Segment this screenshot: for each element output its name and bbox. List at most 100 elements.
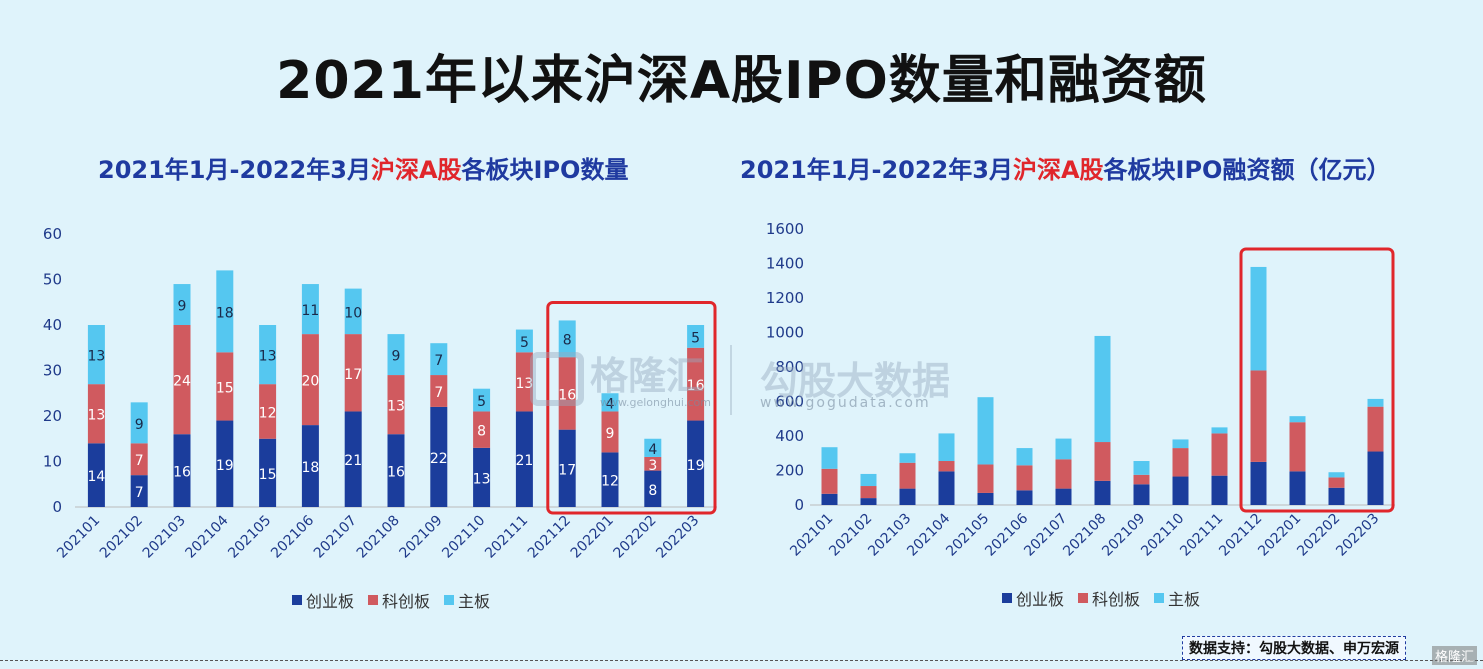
left-x-tick-label: 202109 bbox=[397, 513, 446, 562]
gelonghui-logo-icon bbox=[530, 351, 584, 406]
left-data-label: 7 bbox=[135, 453, 144, 469]
left-data-label: 11 bbox=[301, 303, 319, 319]
right-bar-kcb bbox=[899, 462, 916, 489]
left-data-label: 15 bbox=[259, 467, 277, 483]
right-bar-kcb bbox=[821, 468, 838, 494]
left-bar-kcb bbox=[87, 384, 105, 444]
left-data-label: 9 bbox=[392, 349, 401, 365]
left-data-label: 4 bbox=[648, 442, 657, 458]
left-bar-kcb bbox=[344, 334, 362, 412]
right-legend: 创业板 科创板 主板 bbox=[1002, 586, 1200, 610]
right-y-tick-label: 600 bbox=[775, 393, 804, 411]
right-bar-cyb bbox=[821, 493, 838, 505]
left-y-tick-label: 20 bbox=[43, 407, 62, 425]
watermark-right-site: www.gogudata.com bbox=[760, 395, 931, 411]
right-bar-kcb bbox=[1289, 422, 1306, 472]
right-bar-kcb bbox=[1055, 459, 1072, 489]
left-data-label: 16 bbox=[173, 465, 191, 481]
right-bar-zb bbox=[1328, 472, 1345, 478]
left-data-label: 12 bbox=[601, 474, 619, 490]
watermark-divider bbox=[730, 345, 732, 415]
right-bar-cyb bbox=[1055, 488, 1072, 505]
right-chart-title: 2021年1月-2022年3月沪深A股各板块IPO融资额（亿元） bbox=[740, 150, 1390, 185]
legend-swatch-cyb bbox=[1002, 593, 1012, 603]
right-bar-zb bbox=[1250, 266, 1267, 371]
left-bar-zb bbox=[473, 388, 491, 412]
left-bar-cyb bbox=[387, 434, 405, 507]
right-y-tick-label: 1400 bbox=[766, 255, 804, 273]
right-bar-kcb bbox=[1172, 448, 1189, 477]
left-bar-zb bbox=[644, 438, 662, 457]
left-bar-kcb bbox=[130, 443, 148, 476]
legend-item-cyb: 创业板 bbox=[292, 588, 354, 612]
right-bar-cyb bbox=[1211, 475, 1228, 505]
left-bar-kcb bbox=[301, 334, 319, 426]
left-data-label: 13 bbox=[87, 408, 105, 424]
right-bar-cyb bbox=[860, 498, 877, 505]
legend-item-zb: 主板 bbox=[444, 588, 490, 612]
left-bar-kcb bbox=[473, 411, 491, 448]
right-bar-zb bbox=[1172, 439, 1189, 449]
legend-label-cyb: 创业板 bbox=[306, 592, 355, 611]
right-bar-zb bbox=[1094, 335, 1111, 443]
legend-swatch-zb bbox=[444, 595, 455, 605]
watermark-left-text: 格隆汇 bbox=[590, 354, 705, 398]
left-data-label: 19 bbox=[687, 458, 705, 474]
left-bar-cyb bbox=[301, 425, 319, 507]
legend-label-cyb: 创业板 bbox=[1016, 590, 1065, 609]
left-x-tick-label: 202201 bbox=[568, 513, 617, 562]
left-bar-zb bbox=[515, 329, 533, 353]
left-bar-cyb bbox=[344, 411, 362, 507]
left-data-label: 8 bbox=[648, 483, 657, 499]
right-bar-zb bbox=[1055, 438, 1072, 460]
right-bar-zb bbox=[860, 473, 877, 487]
right-bar-kcb bbox=[977, 464, 994, 493]
left-data-label: 18 bbox=[216, 305, 234, 321]
right-bar-zb bbox=[1133, 461, 1150, 475]
right-bar-cyb bbox=[938, 471, 955, 505]
left-bar-cyb bbox=[644, 470, 662, 507]
right-y-tick-label: 0 bbox=[794, 496, 804, 514]
left-bar-cyb bbox=[173, 434, 191, 507]
left-y-tick-label: 30 bbox=[43, 362, 62, 380]
left-x-tick-label: 202111 bbox=[482, 513, 531, 562]
right-bar-zb bbox=[938, 433, 955, 462]
left-data-label: 16 bbox=[387, 465, 405, 481]
left-title-prefix: 2021年1月-2022年3月 bbox=[98, 156, 371, 184]
left-data-label: 22 bbox=[430, 451, 448, 467]
legend-label-zb: 主板 bbox=[458, 592, 491, 611]
right-y-tick-label: 1000 bbox=[766, 324, 804, 342]
right-bar-zb bbox=[899, 453, 916, 463]
left-bar-zb bbox=[687, 325, 705, 348]
left-bar-kcb bbox=[387, 375, 405, 435]
right-bar-zb bbox=[1211, 427, 1228, 434]
left-data-label: 8 bbox=[477, 424, 486, 440]
right-y-tick-label: 400 bbox=[775, 427, 804, 445]
legend-swatch-zb bbox=[1154, 593, 1165, 603]
right-bar-kcb bbox=[1016, 465, 1033, 491]
corner-watermark: 格隆汇 bbox=[1431, 646, 1477, 665]
left-bar-zb bbox=[301, 284, 319, 335]
left-data-label: 13 bbox=[87, 349, 105, 365]
left-data-label: 13 bbox=[473, 471, 491, 487]
left-data-label: 19 bbox=[216, 458, 234, 474]
left-data-label: 16 bbox=[558, 387, 576, 403]
data-source-footer: 数据支持：勾股大数据、申万宏源 bbox=[1182, 636, 1406, 660]
left-bar-zb bbox=[259, 325, 277, 385]
left-bar-cyb bbox=[473, 447, 491, 507]
right-title-highlight: 沪深A股 bbox=[1012, 156, 1104, 184]
left-bar-zb bbox=[387, 334, 405, 376]
right-bar-kcb bbox=[938, 461, 955, 472]
right-bar-zb bbox=[977, 397, 994, 465]
right-bar-kcb bbox=[1250, 370, 1267, 462]
right-bar-zb bbox=[1016, 448, 1033, 466]
left-x-tick-label: 202108 bbox=[354, 513, 403, 562]
left-x-tick-label: 202101 bbox=[54, 513, 103, 562]
left-x-tick-label: 202107 bbox=[311, 513, 360, 562]
right-y-tick-label: 800 bbox=[775, 358, 804, 376]
legend-swatch-cyb bbox=[292, 595, 302, 605]
left-x-tick-label: 202203 bbox=[653, 513, 702, 562]
right-bar-kcb bbox=[1328, 477, 1345, 488]
left-bar-zb bbox=[344, 288, 362, 335]
